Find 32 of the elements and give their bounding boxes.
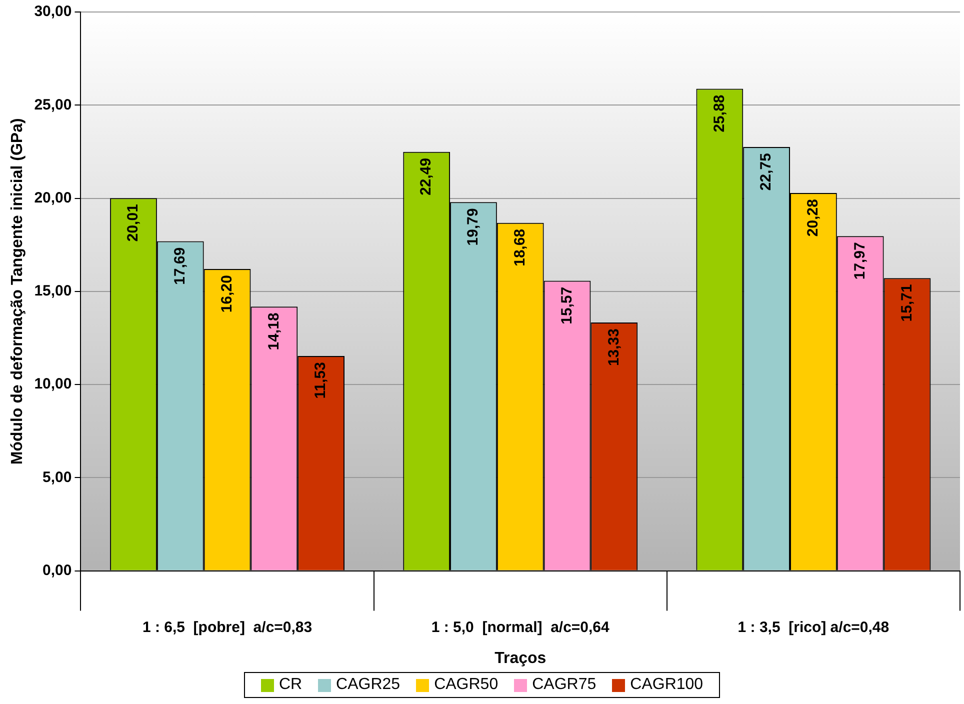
- data-label: 15,57: [558, 286, 576, 324]
- data-label: 18,68: [512, 228, 529, 266]
- y-tick-label: 30,00: [34, 3, 72, 20]
- data-label: 17,69: [172, 247, 189, 285]
- x-tick-label: 1 : 6,5 [pobre] a/c=0,83: [142, 618, 312, 636]
- x-tick-label: 1 : 3,5 [rico] a/c=0,48: [738, 618, 890, 636]
- data-label: 15,71: [898, 284, 916, 322]
- y-tick-label: 20,00: [34, 189, 72, 206]
- x-tick-label: 1 : 5,0 [normal] a/c=0,64: [431, 618, 610, 636]
- y-tick-label: 0,00: [42, 562, 72, 579]
- data-label: 25,88: [710, 94, 728, 132]
- x-axis-title: Traços: [494, 650, 546, 667]
- y-tick-label: 15,00: [34, 282, 72, 300]
- data-label: 17,97: [851, 242, 868, 280]
- legend-label: CAGR50: [434, 676, 498, 694]
- data-label: 16,20: [218, 275, 236, 313]
- data-label: 22,49: [418, 158, 435, 196]
- legend-label: CAGR100: [630, 676, 704, 694]
- data-label: 19,79: [464, 208, 482, 246]
- data-label: 22,75: [758, 153, 775, 191]
- y-axis-title: Módulo de deformação Tangente inicial (GPa): [9, 118, 26, 465]
- y-tick-label: 25,00: [34, 96, 72, 114]
- data-label: 20,01: [124, 204, 142, 242]
- data-label: 11,53: [312, 362, 330, 399]
- data-label: 14,18: [265, 312, 282, 350]
- legend-label: CAGR75: [532, 676, 596, 694]
- y-tick-label: 10,00: [34, 376, 72, 393]
- data-label: 13,33: [605, 328, 622, 366]
- legend-label: CR: [278, 676, 302, 694]
- legend-label: CAGR25: [336, 676, 400, 694]
- y-tick-label: 5,00: [42, 468, 72, 486]
- data-label: 20,28: [804, 199, 822, 237]
